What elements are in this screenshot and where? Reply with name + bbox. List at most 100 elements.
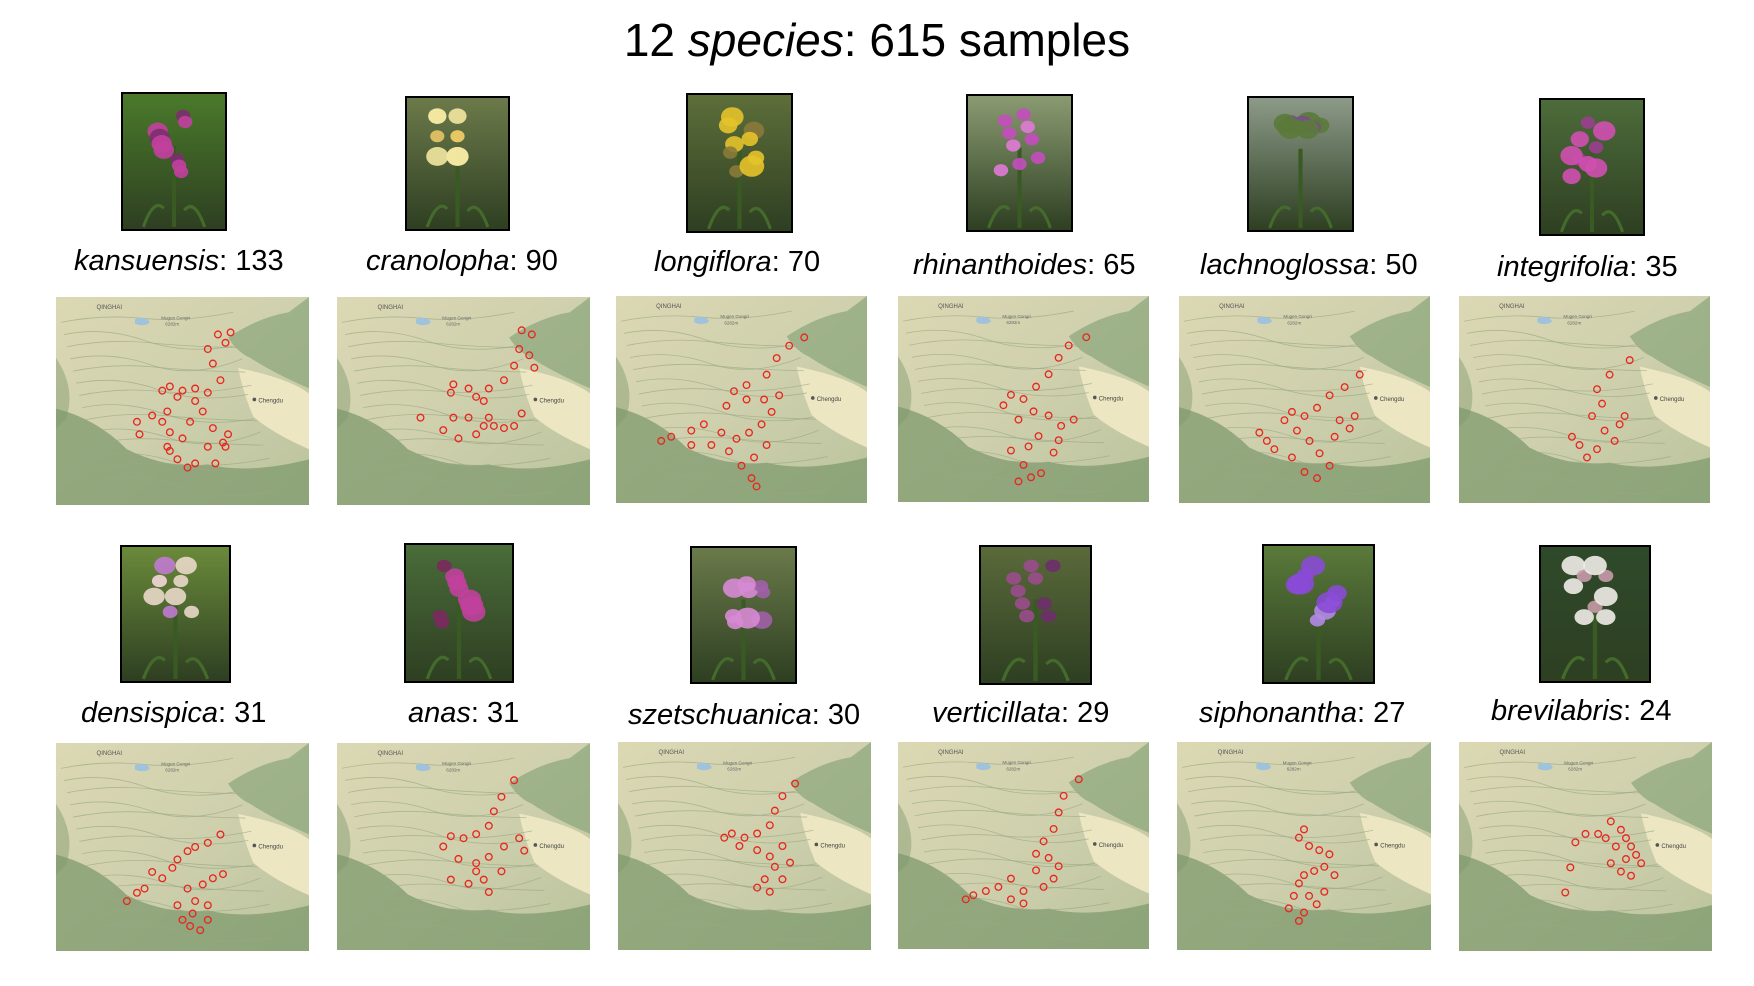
species-name: siphonantha (1199, 697, 1358, 729)
species-name: cranolopha (366, 245, 510, 277)
map-label-city: Chengdu (1099, 843, 1123, 849)
sample-count: 90 (525, 245, 558, 277)
sample-marker (224, 430, 233, 439)
sample-marker (1044, 411, 1053, 420)
sample-marker (1019, 395, 1028, 403)
sample-marker (750, 453, 759, 462)
sample-marker (484, 413, 493, 422)
sample-marker (1330, 432, 1339, 441)
sample-marker (1625, 356, 1634, 365)
map-label-province: QINGHAI (658, 750, 684, 756)
pink-cluster-photo (690, 546, 797, 684)
sample-marker (211, 459, 220, 468)
sample-marker (479, 396, 488, 406)
sample-marker (472, 859, 481, 868)
sample-marker (775, 391, 784, 400)
sample-marker (1611, 842, 1620, 851)
sample-marker (961, 895, 970, 904)
sample-marker (1006, 446, 1015, 455)
species-name: longiflora (654, 246, 772, 278)
sample-marker (778, 875, 787, 884)
species-label: siphonantha: 27 (1199, 697, 1406, 729)
sample-marker (449, 413, 458, 422)
sample-marker (472, 430, 481, 439)
sample-marker (188, 909, 197, 918)
map-label-city: Chengdu (258, 399, 283, 405)
sample-marker (1593, 385, 1602, 394)
sample-marker (163, 442, 172, 451)
sample-marker (1616, 825, 1625, 834)
sample-marker (449, 380, 458, 389)
map-label-elevation: 6282m (1287, 766, 1301, 771)
map-label-province: QINGHAI (1499, 749, 1525, 756)
sample-marker (132, 888, 141, 897)
sample-marker (218, 870, 227, 879)
sample-marker (1054, 862, 1063, 871)
map-label-peak: Mugen Gongri (1002, 760, 1031, 765)
map-label-city: Chengdu (1099, 397, 1123, 403)
distribution-map: QINGHAI Mugen Gongri 6282m Chengdu (618, 742, 871, 950)
sample-marker (515, 345, 524, 354)
sample-marker (1299, 871, 1309, 880)
sample-marker (484, 852, 493, 861)
sample-marker (499, 376, 508, 385)
sample-marker (745, 428, 753, 437)
title-species-word: species (687, 14, 844, 66)
sample-marker (1632, 850, 1641, 859)
sample-marker (1305, 891, 1314, 900)
pink-flower-photo (1539, 98, 1645, 236)
sample-marker (1294, 879, 1303, 888)
map-label-elevation: 6282m (727, 766, 741, 771)
sample-marker (140, 884, 149, 893)
sample-marker (1284, 904, 1293, 913)
map-label-city: Chengdu (1660, 397, 1684, 403)
sample-marker (1024, 442, 1033, 451)
sample-marker (510, 421, 519, 430)
sample-marker (785, 341, 794, 350)
sample-marker (489, 807, 498, 816)
sample-marker (1320, 862, 1329, 871)
map-label-peak: Mugen Gongri (161, 315, 190, 320)
sample-marker (517, 409, 526, 418)
distribution-map: QINGHAI Mugen Gongri 6282m Chengdu (1459, 742, 1712, 951)
sample-marker (479, 875, 488, 884)
map-label-city: Chengdu (1661, 843, 1686, 850)
sample-marker (1567, 432, 1576, 441)
map-label-province: QINGHAI (377, 305, 403, 311)
magenta-spike-flower-photo (121, 92, 227, 231)
sample-marker (667, 432, 676, 441)
violet-flower-photo (1262, 544, 1375, 684)
sample-marker (1014, 477, 1023, 486)
sample-marker (687, 441, 696, 450)
sample-marker (416, 413, 425, 422)
species-name: szetschuanica (628, 699, 812, 731)
sample-marker (999, 401, 1008, 410)
sample-count: 30 (827, 699, 861, 731)
sample-marker (778, 841, 787, 851)
sample-marker (767, 407, 776, 416)
sample-marker (446, 832, 455, 841)
sample-count: 24 (1639, 695, 1672, 727)
map-label-elevation: 6282m (446, 767, 460, 772)
sample-marker (148, 867, 157, 876)
sample-marker (148, 411, 157, 420)
sample-count: 65 (1103, 249, 1136, 281)
sample-marker (994, 882, 1003, 891)
sample-marker (203, 388, 212, 397)
sample-marker (499, 842, 508, 851)
sample-marker (1054, 436, 1063, 445)
sample-marker (183, 847, 192, 856)
sample-marker (1325, 850, 1334, 859)
map-label-peak: Mugen Gongri (1283, 760, 1312, 765)
sample-marker (1034, 432, 1043, 441)
sample-marker (208, 424, 217, 433)
sample-marker (1049, 448, 1058, 457)
distribution-map: QINGHAI Mugen Gongri 6282m Chengdu (1179, 296, 1430, 503)
map-label-province: QINGHAI (656, 304, 682, 310)
map-label-province: QINGHAI (1499, 304, 1525, 310)
sample-marker (191, 842, 200, 852)
map-label-province: QINGHAI (938, 304, 964, 310)
sample-marker (191, 396, 200, 406)
map-label-peak: Mugen Gongri (723, 760, 752, 765)
sample-marker (800, 333, 809, 342)
